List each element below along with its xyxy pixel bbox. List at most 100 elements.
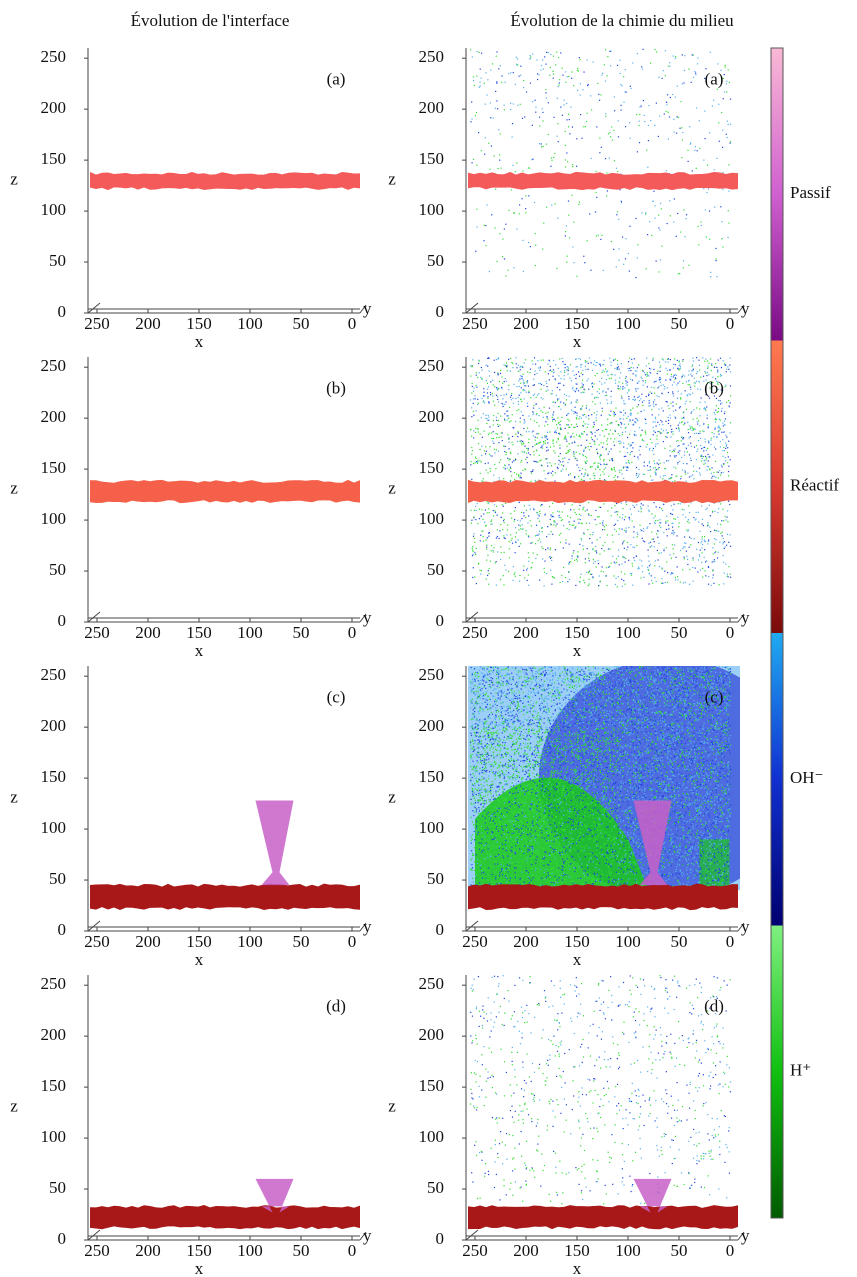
particle (503, 228, 505, 230)
particle (508, 541, 510, 543)
panel-label: (a) (327, 70, 346, 89)
particle (625, 380, 627, 382)
particle (485, 224, 487, 227)
particle (518, 580, 521, 582)
particle (673, 118, 675, 121)
particle (598, 392, 600, 394)
particle (637, 568, 639, 570)
particle (692, 756, 694, 758)
particle (570, 401, 572, 403)
particle (474, 552, 476, 554)
particle (676, 116, 678, 118)
particle (718, 753, 720, 755)
particle (510, 189, 513, 191)
particle (665, 170, 667, 172)
interface (90, 883, 360, 911)
particle (600, 238, 602, 241)
particle (719, 474, 722, 476)
particle (562, 461, 564, 463)
particle (654, 217, 656, 219)
particle (609, 132, 611, 134)
particle (587, 415, 590, 417)
particle (727, 521, 729, 523)
particle (482, 540, 485, 542)
particle (717, 551, 719, 553)
particle (580, 737, 582, 740)
particle (478, 508, 480, 510)
particle (728, 164, 730, 166)
particle (689, 394, 692, 396)
particle (556, 427, 559, 429)
particle (665, 528, 668, 531)
particle (521, 517, 523, 520)
particle (490, 145, 493, 147)
particle (674, 480, 676, 482)
particle (532, 158, 534, 160)
particle (480, 515, 482, 517)
particle (645, 710, 647, 712)
particle (523, 427, 525, 430)
particle (714, 510, 716, 512)
particle (648, 375, 650, 377)
particle (504, 451, 506, 453)
particle (669, 358, 671, 361)
particle (481, 454, 483, 457)
particle (688, 820, 691, 822)
particle (475, 384, 477, 387)
particle (516, 410, 518, 412)
particle (640, 503, 642, 505)
particle (500, 810, 502, 812)
particle (583, 579, 585, 581)
particle (595, 750, 597, 753)
particle (615, 760, 618, 763)
particle (523, 398, 525, 400)
particle (728, 789, 730, 791)
particle (729, 371, 732, 373)
particle (547, 547, 549, 549)
particle (470, 740, 472, 742)
particle (493, 684, 495, 686)
particle (597, 429, 600, 431)
particle (716, 411, 718, 413)
particle (538, 425, 540, 427)
particle (638, 120, 640, 122)
particle (675, 374, 678, 376)
particle (512, 776, 514, 779)
particle (506, 365, 508, 367)
particle (704, 441, 706, 443)
particle (690, 427, 692, 429)
particle (543, 793, 545, 795)
particle (614, 562, 616, 565)
particle (725, 133, 727, 135)
particle (522, 442, 524, 444)
particle (665, 520, 667, 522)
particle (683, 794, 686, 797)
particle (534, 535, 536, 537)
particle (502, 575, 504, 577)
particle (560, 517, 562, 519)
particle (498, 537, 500, 540)
particle (552, 439, 554, 441)
particle (683, 416, 685, 419)
particle (552, 502, 554, 504)
particle (641, 537, 643, 539)
particle (582, 479, 584, 481)
particle (636, 52, 638, 55)
particle (560, 760, 562, 762)
particle (727, 730, 729, 732)
particle (599, 365, 602, 367)
particle (479, 540, 481, 542)
particle (722, 455, 724, 457)
particle (676, 445, 679, 448)
particle (576, 425, 578, 428)
particle (597, 786, 599, 788)
particle (568, 412, 570, 415)
particle (641, 401, 644, 403)
particle (662, 478, 664, 480)
particle (699, 812, 701, 814)
particle (486, 422, 488, 425)
particle (626, 781, 628, 783)
particle (612, 700, 614, 703)
particle (610, 468, 613, 471)
particle (581, 712, 583, 714)
